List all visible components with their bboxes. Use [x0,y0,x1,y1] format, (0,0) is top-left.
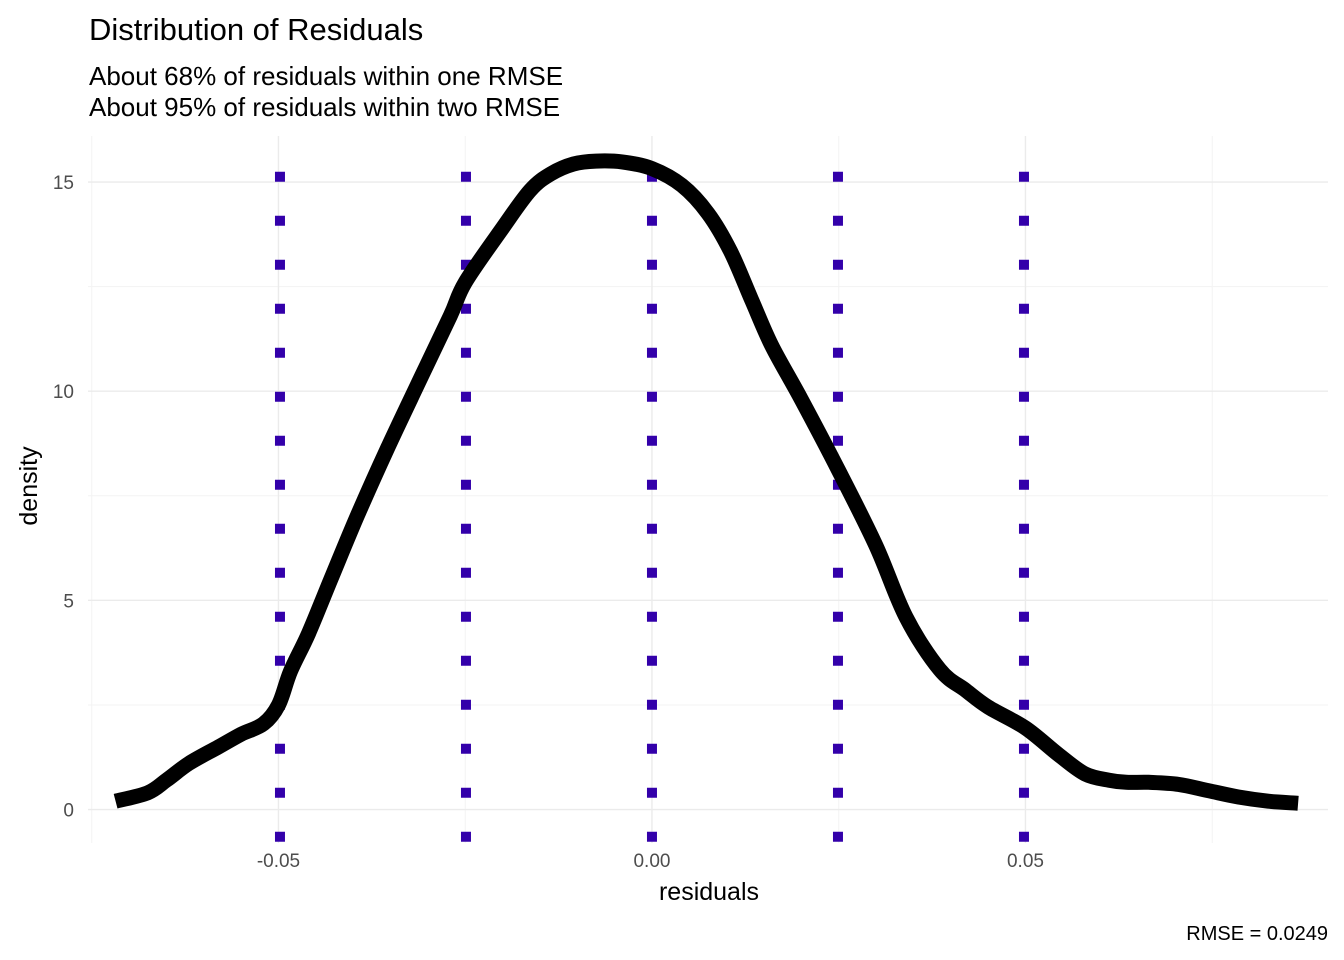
chart-subtitle-line-1: About 68% of residuals within one RMSE [89,61,563,91]
x-tick-label: -0.05 [257,851,300,872]
y-tick-label: 15 [53,173,74,194]
density-curve [113,153,1299,811]
axis-ticks: -0.05 0.00 0.05 0 5 10 15 [53,173,1044,872]
y-tick-label: 5 [63,591,74,612]
chart-title: Distribution of Residuals [89,12,423,47]
density-series [113,153,1299,811]
plot-gridlines [88,136,1328,843]
y-axis-title: density [15,446,43,526]
rmse-caption: RMSE = 0.0249 [1186,923,1328,945]
y-tick-label: 0 [63,801,74,822]
x-axis-title: residuals [659,878,759,906]
chart-subtitle-line-2: About 95% of residuals within two RMSE [89,92,560,122]
x-tick-label: 0.00 [633,851,670,872]
x-tick-label: 0.05 [1007,851,1044,872]
y-tick-label: 10 [53,382,74,403]
